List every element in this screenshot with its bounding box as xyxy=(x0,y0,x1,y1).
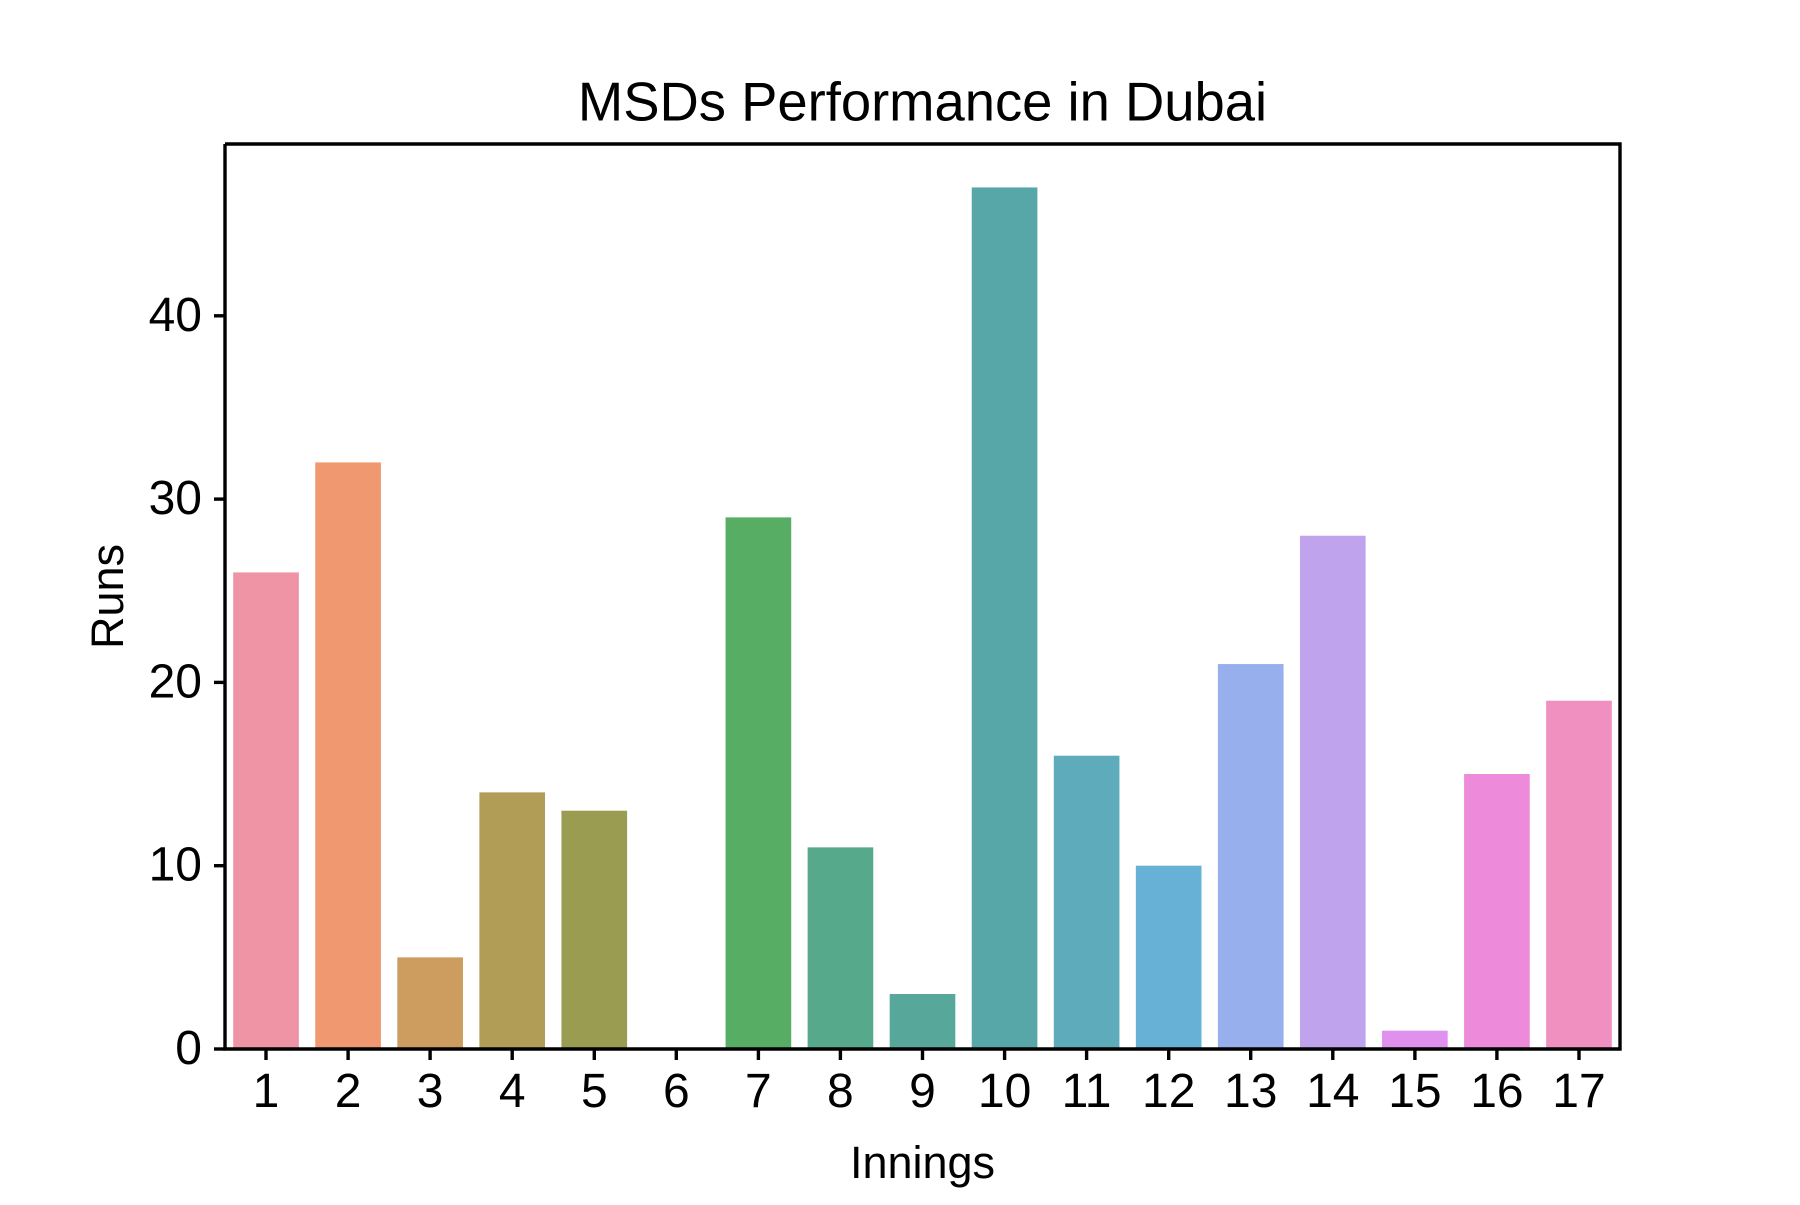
svg-text:20: 20 xyxy=(149,655,202,708)
svg-text:MSDs Performance in Dubai: MSDs Performance in Dubai xyxy=(578,72,1267,133)
svg-text:0: 0 xyxy=(175,1022,202,1075)
svg-text:13: 13 xyxy=(1224,1065,1277,1118)
svg-text:2: 2 xyxy=(335,1065,362,1118)
svg-text:15: 15 xyxy=(1388,1065,1441,1118)
svg-text:1: 1 xyxy=(253,1065,280,1118)
svg-text:Innings: Innings xyxy=(850,1137,995,1188)
svg-text:5: 5 xyxy=(581,1065,608,1118)
svg-text:40: 40 xyxy=(149,289,202,342)
svg-text:10: 10 xyxy=(978,1065,1031,1118)
svg-text:12: 12 xyxy=(1142,1065,1195,1118)
svg-text:4: 4 xyxy=(499,1065,526,1118)
svg-text:30: 30 xyxy=(149,472,202,525)
svg-text:7: 7 xyxy=(745,1065,772,1118)
svg-text:Runs: Runs xyxy=(82,544,133,649)
svg-text:17: 17 xyxy=(1552,1065,1605,1118)
svg-text:3: 3 xyxy=(417,1065,444,1118)
svg-text:10: 10 xyxy=(149,839,202,892)
svg-text:6: 6 xyxy=(663,1065,690,1118)
svg-text:9: 9 xyxy=(909,1065,936,1118)
svg-text:14: 14 xyxy=(1306,1065,1359,1118)
svg-text:11: 11 xyxy=(1062,1065,1112,1118)
svg-text:16: 16 xyxy=(1470,1065,1523,1118)
svg-text:8: 8 xyxy=(827,1065,854,1118)
